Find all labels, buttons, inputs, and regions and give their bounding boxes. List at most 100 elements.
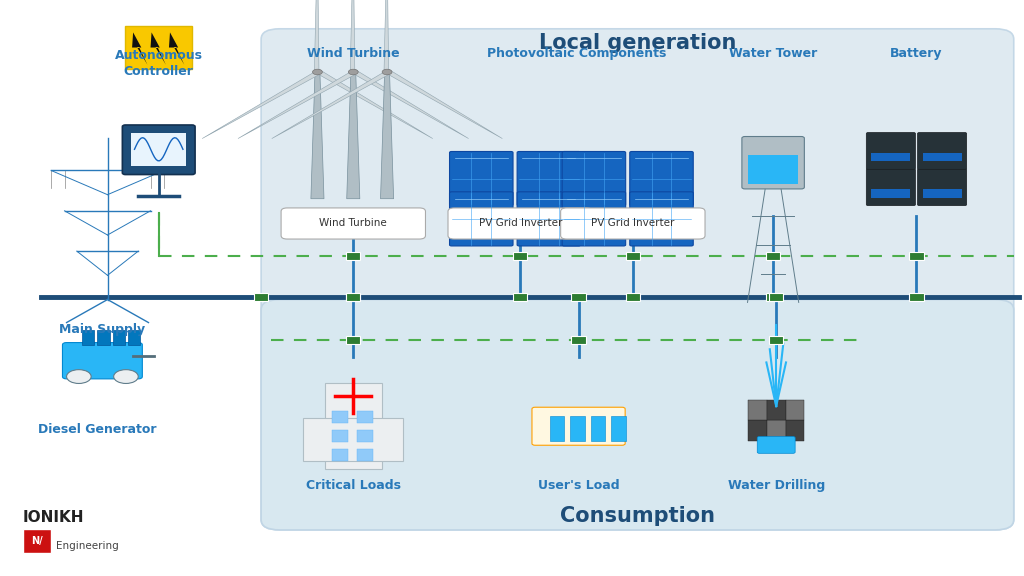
Text: Main Supply: Main Supply [59, 323, 145, 336]
FancyBboxPatch shape [123, 125, 195, 175]
Bar [769, 336, 783, 344]
Polygon shape [381, 72, 393, 199]
Bar [570, 416, 585, 441]
FancyBboxPatch shape [562, 192, 626, 246]
Polygon shape [386, 69, 503, 139]
Text: Critical Loads: Critical Loads [306, 479, 400, 492]
FancyBboxPatch shape [450, 192, 513, 246]
Bar [356, 411, 373, 423]
Bar [591, 416, 605, 441]
Bar [23, 529, 51, 553]
Polygon shape [238, 71, 354, 139]
Polygon shape [314, 0, 318, 72]
FancyBboxPatch shape [918, 169, 967, 206]
Bar [82, 331, 94, 345]
Bar [748, 155, 799, 184]
Bar [332, 430, 347, 442]
FancyBboxPatch shape [630, 192, 693, 246]
Polygon shape [271, 71, 389, 139]
Bar [346, 252, 360, 260]
Text: Water Tower: Water Tower [729, 47, 817, 60]
FancyBboxPatch shape [450, 151, 513, 206]
FancyBboxPatch shape [630, 151, 693, 206]
Text: Wind Turbine: Wind Turbine [307, 47, 399, 60]
Polygon shape [202, 71, 318, 139]
Bar [571, 336, 586, 344]
Text: Local generation: Local generation [539, 33, 736, 53]
Bar [923, 153, 962, 161]
Circle shape [114, 370, 138, 384]
Bar [356, 430, 373, 442]
FancyBboxPatch shape [261, 29, 1014, 530]
Bar [766, 252, 780, 260]
Bar [550, 416, 564, 441]
FancyBboxPatch shape [561, 208, 705, 239]
Text: Diesel Generator: Diesel Generator [38, 423, 157, 437]
Bar [332, 411, 347, 423]
Circle shape [382, 69, 392, 75]
FancyBboxPatch shape [449, 208, 592, 239]
Polygon shape [151, 32, 166, 65]
FancyBboxPatch shape [261, 300, 1014, 530]
FancyBboxPatch shape [918, 132, 967, 169]
Text: Engineering: Engineering [56, 541, 119, 551]
Bar [303, 418, 403, 461]
Bar [125, 26, 193, 69]
Polygon shape [132, 32, 147, 65]
FancyBboxPatch shape [758, 437, 796, 453]
Polygon shape [316, 69, 433, 139]
Text: PV Grid Inverter: PV Grid Inverter [591, 218, 675, 229]
FancyBboxPatch shape [562, 151, 626, 206]
Bar [909, 293, 924, 301]
FancyBboxPatch shape [517, 192, 581, 246]
Bar [571, 293, 586, 301]
Polygon shape [384, 0, 389, 72]
Bar [767, 400, 785, 420]
FancyBboxPatch shape [62, 343, 142, 379]
Bar [513, 293, 527, 301]
Polygon shape [169, 32, 184, 65]
Circle shape [312, 69, 323, 75]
Bar [923, 189, 962, 198]
Text: PV Grid Inverter: PV Grid Inverter [478, 218, 562, 229]
Bar [128, 331, 140, 345]
Text: Photovoltaic Components: Photovoltaic Components [486, 47, 667, 60]
Bar [346, 336, 360, 344]
FancyBboxPatch shape [866, 169, 915, 206]
Bar [325, 383, 382, 469]
Bar [766, 293, 780, 301]
Polygon shape [350, 0, 354, 72]
Bar [332, 449, 347, 461]
FancyBboxPatch shape [517, 151, 581, 206]
Bar [909, 252, 924, 260]
Bar [356, 449, 373, 461]
Bar [785, 400, 805, 420]
Text: Autonomous
Controller: Autonomous Controller [115, 49, 203, 78]
Bar [346, 293, 360, 301]
Bar [131, 132, 186, 166]
Bar [871, 189, 910, 198]
Polygon shape [311, 72, 324, 199]
Bar [748, 420, 767, 441]
Bar [748, 400, 767, 420]
Bar [113, 331, 125, 345]
Bar [769, 293, 783, 301]
Bar [611, 416, 626, 441]
Polygon shape [352, 69, 469, 139]
Circle shape [348, 69, 358, 75]
Bar [785, 420, 805, 441]
Bar [767, 420, 785, 441]
Circle shape [67, 370, 91, 384]
Bar [626, 252, 640, 260]
Bar [871, 153, 910, 161]
Bar [254, 293, 268, 301]
Text: Wind Turbine: Wind Turbine [319, 218, 387, 229]
Polygon shape [347, 72, 359, 199]
FancyBboxPatch shape [866, 132, 915, 169]
Text: IONIKH: IONIKH [23, 510, 84, 525]
Bar [346, 293, 360, 301]
Text: User's Load: User's Load [538, 479, 620, 492]
Text: Battery: Battery [890, 47, 943, 60]
Bar [626, 293, 640, 301]
Bar [97, 331, 110, 345]
